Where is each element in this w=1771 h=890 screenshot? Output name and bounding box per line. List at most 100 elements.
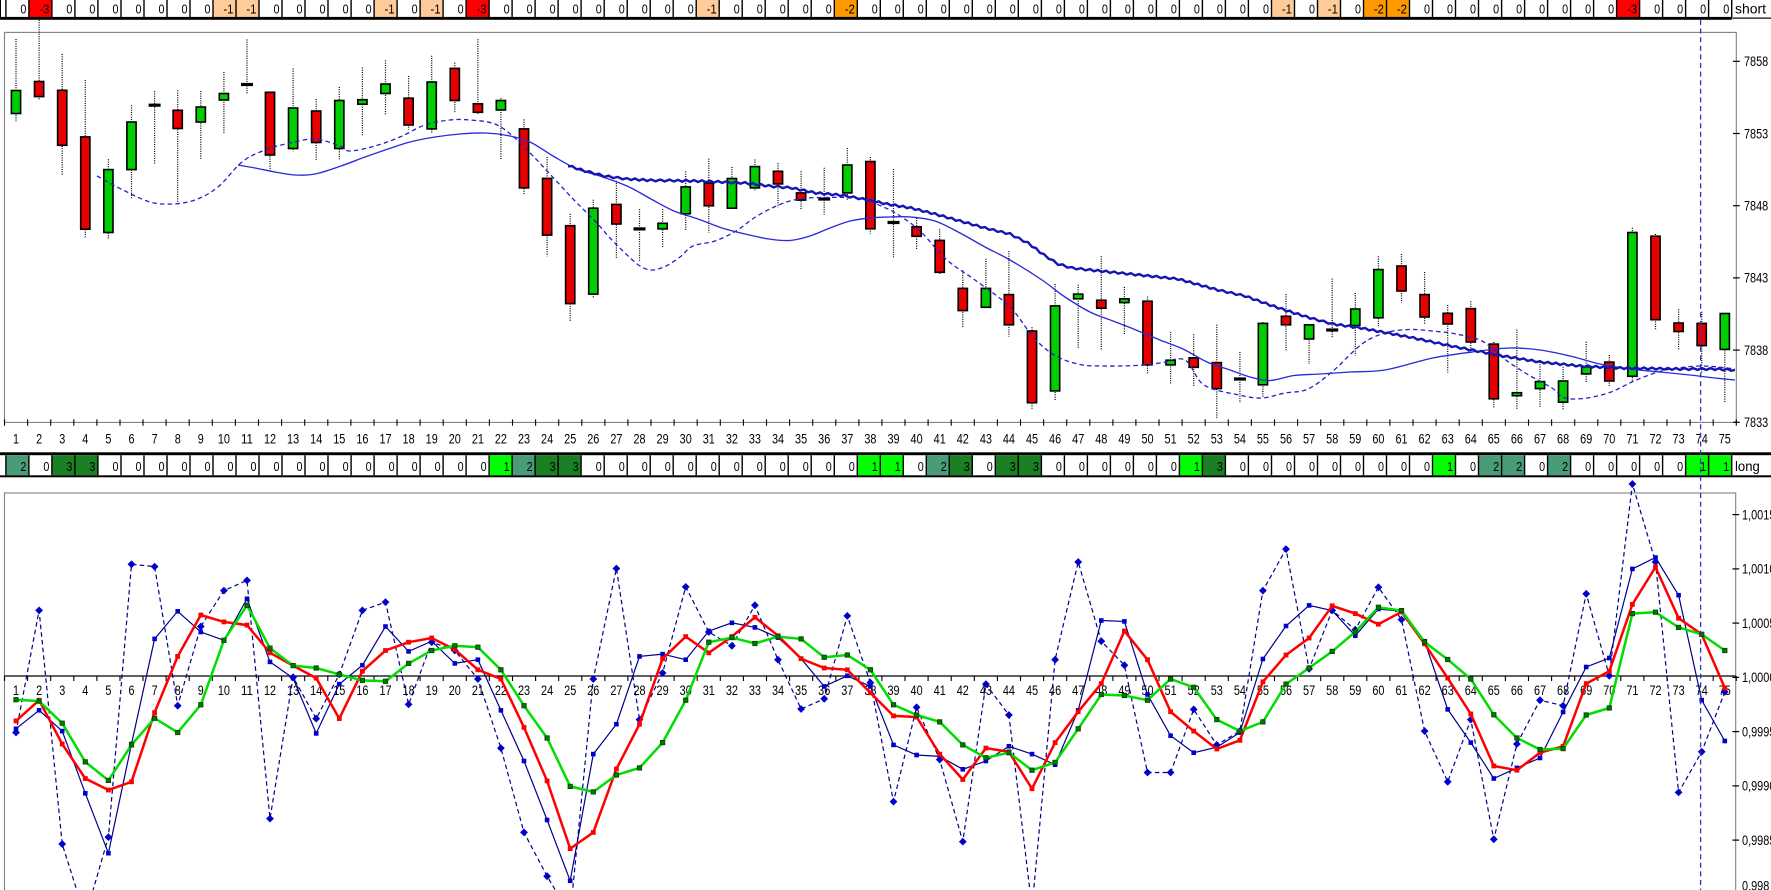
svg-text:58: 58 [1326,683,1338,698]
svg-text:0: 0 [159,459,165,474]
svg-text:3: 3 [59,432,65,447]
svg-text:0: 0 [665,1,671,16]
svg-text:51: 51 [1165,683,1177,698]
svg-text:3: 3 [89,459,95,474]
svg-text:37: 37 [841,683,853,698]
svg-text:0: 0 [1125,459,1131,474]
svg-text:0: 0 [435,459,441,474]
svg-text:7843: 7843 [1744,271,1768,286]
svg-text:0: 0 [481,459,487,474]
svg-text:0: 0 [964,1,970,16]
svg-text:7: 7 [152,683,158,698]
svg-text:70: 70 [1603,432,1615,447]
svg-text:0: 0 [1171,1,1177,16]
svg-text:0: 0 [20,1,26,16]
svg-text:1: 1 [1723,459,1729,474]
svg-text:0: 0 [320,1,326,16]
svg-text:7833: 7833 [1744,415,1768,430]
svg-text:27: 27 [610,683,622,698]
svg-text:0: 0 [1608,459,1614,474]
svg-text:55: 55 [1257,432,1269,447]
svg-text:32: 32 [726,432,738,447]
svg-text:0: 0 [366,459,372,474]
svg-text:0: 0 [895,1,901,16]
svg-text:57: 57 [1303,432,1315,447]
svg-text:0: 0 [1447,1,1453,16]
svg-text:0: 0 [642,1,648,16]
svg-text:15: 15 [333,432,345,447]
svg-text:53: 53 [1211,683,1223,698]
svg-text:0: 0 [665,459,671,474]
svg-text:1: 1 [1700,459,1706,474]
svg-text:28: 28 [633,683,645,698]
svg-text:5: 5 [105,432,111,447]
svg-text:1: 1 [13,432,19,447]
svg-text:0: 0 [1240,1,1246,16]
svg-text:48: 48 [1095,432,1107,447]
svg-text:12: 12 [264,432,276,447]
svg-text:0: 0 [320,459,326,474]
svg-text:40: 40 [911,683,923,698]
svg-text:43: 43 [980,432,992,447]
svg-text:-2: -2 [845,1,855,16]
svg-text:0: 0 [1539,1,1545,16]
svg-text:0: 0 [1148,1,1154,16]
svg-text:66: 66 [1511,432,1523,447]
svg-text:0: 0 [228,459,234,474]
svg-text:0: 0 [711,459,717,474]
svg-text:0: 0 [1125,1,1131,16]
svg-text:0: 0 [412,459,418,474]
svg-text:0,9995: 0,9995 [1742,724,1771,739]
svg-text:1,0005: 1,0005 [1742,616,1771,631]
svg-text:67: 67 [1534,683,1546,698]
svg-text:20: 20 [449,432,461,447]
svg-text:11: 11 [241,432,253,447]
svg-text:0: 0 [366,1,372,16]
svg-text:0: 0 [182,1,188,16]
svg-text:0: 0 [1539,459,1545,474]
svg-text:8: 8 [175,432,181,447]
svg-text:-1: -1 [431,1,441,16]
svg-text:0: 0 [826,459,832,474]
svg-text:51: 51 [1165,432,1177,447]
svg-text:0: 0 [1631,459,1637,474]
svg-text:58: 58 [1326,432,1338,447]
svg-text:24: 24 [541,432,554,447]
svg-text:0: 0 [1424,1,1430,16]
svg-text:0: 0 [159,1,165,16]
svg-text:26: 26 [587,683,599,698]
svg-text:0: 0 [803,1,809,16]
svg-text:62: 62 [1419,432,1431,447]
svg-text:22: 22 [495,432,507,447]
svg-text:71: 71 [1626,683,1638,698]
svg-text:0: 0 [343,459,349,474]
svg-text:9: 9 [198,683,204,698]
svg-text:0: 0 [1401,459,1407,474]
svg-text:0: 0 [987,459,993,474]
svg-text:0: 0 [573,1,579,16]
svg-text:-3: -3 [39,1,49,16]
svg-text:0: 0 [458,459,464,474]
svg-text:52: 52 [1188,432,1200,447]
svg-text:3: 3 [573,459,579,474]
svg-text:-3: -3 [477,1,487,16]
svg-text:3: 3 [59,683,65,698]
svg-text:0: 0 [205,1,211,16]
svg-text:0: 0 [1654,1,1660,16]
svg-text:-1: -1 [246,1,256,16]
svg-text:0: 0 [1700,1,1706,16]
svg-text:0: 0 [987,1,993,16]
svg-text:30: 30 [680,432,692,447]
svg-text:13: 13 [287,683,299,698]
svg-text:1: 1 [13,683,19,698]
svg-text:-1: -1 [385,1,395,16]
svg-text:0: 0 [1056,459,1062,474]
svg-text:0: 0 [274,459,280,474]
svg-text:34: 34 [772,683,785,698]
svg-text:6: 6 [129,683,135,698]
svg-text:64: 64 [1465,683,1478,698]
svg-text:4: 4 [82,432,88,447]
svg-text:3: 3 [1033,459,1039,474]
svg-text:0: 0 [1171,459,1177,474]
svg-text:-3: -3 [1627,1,1637,16]
